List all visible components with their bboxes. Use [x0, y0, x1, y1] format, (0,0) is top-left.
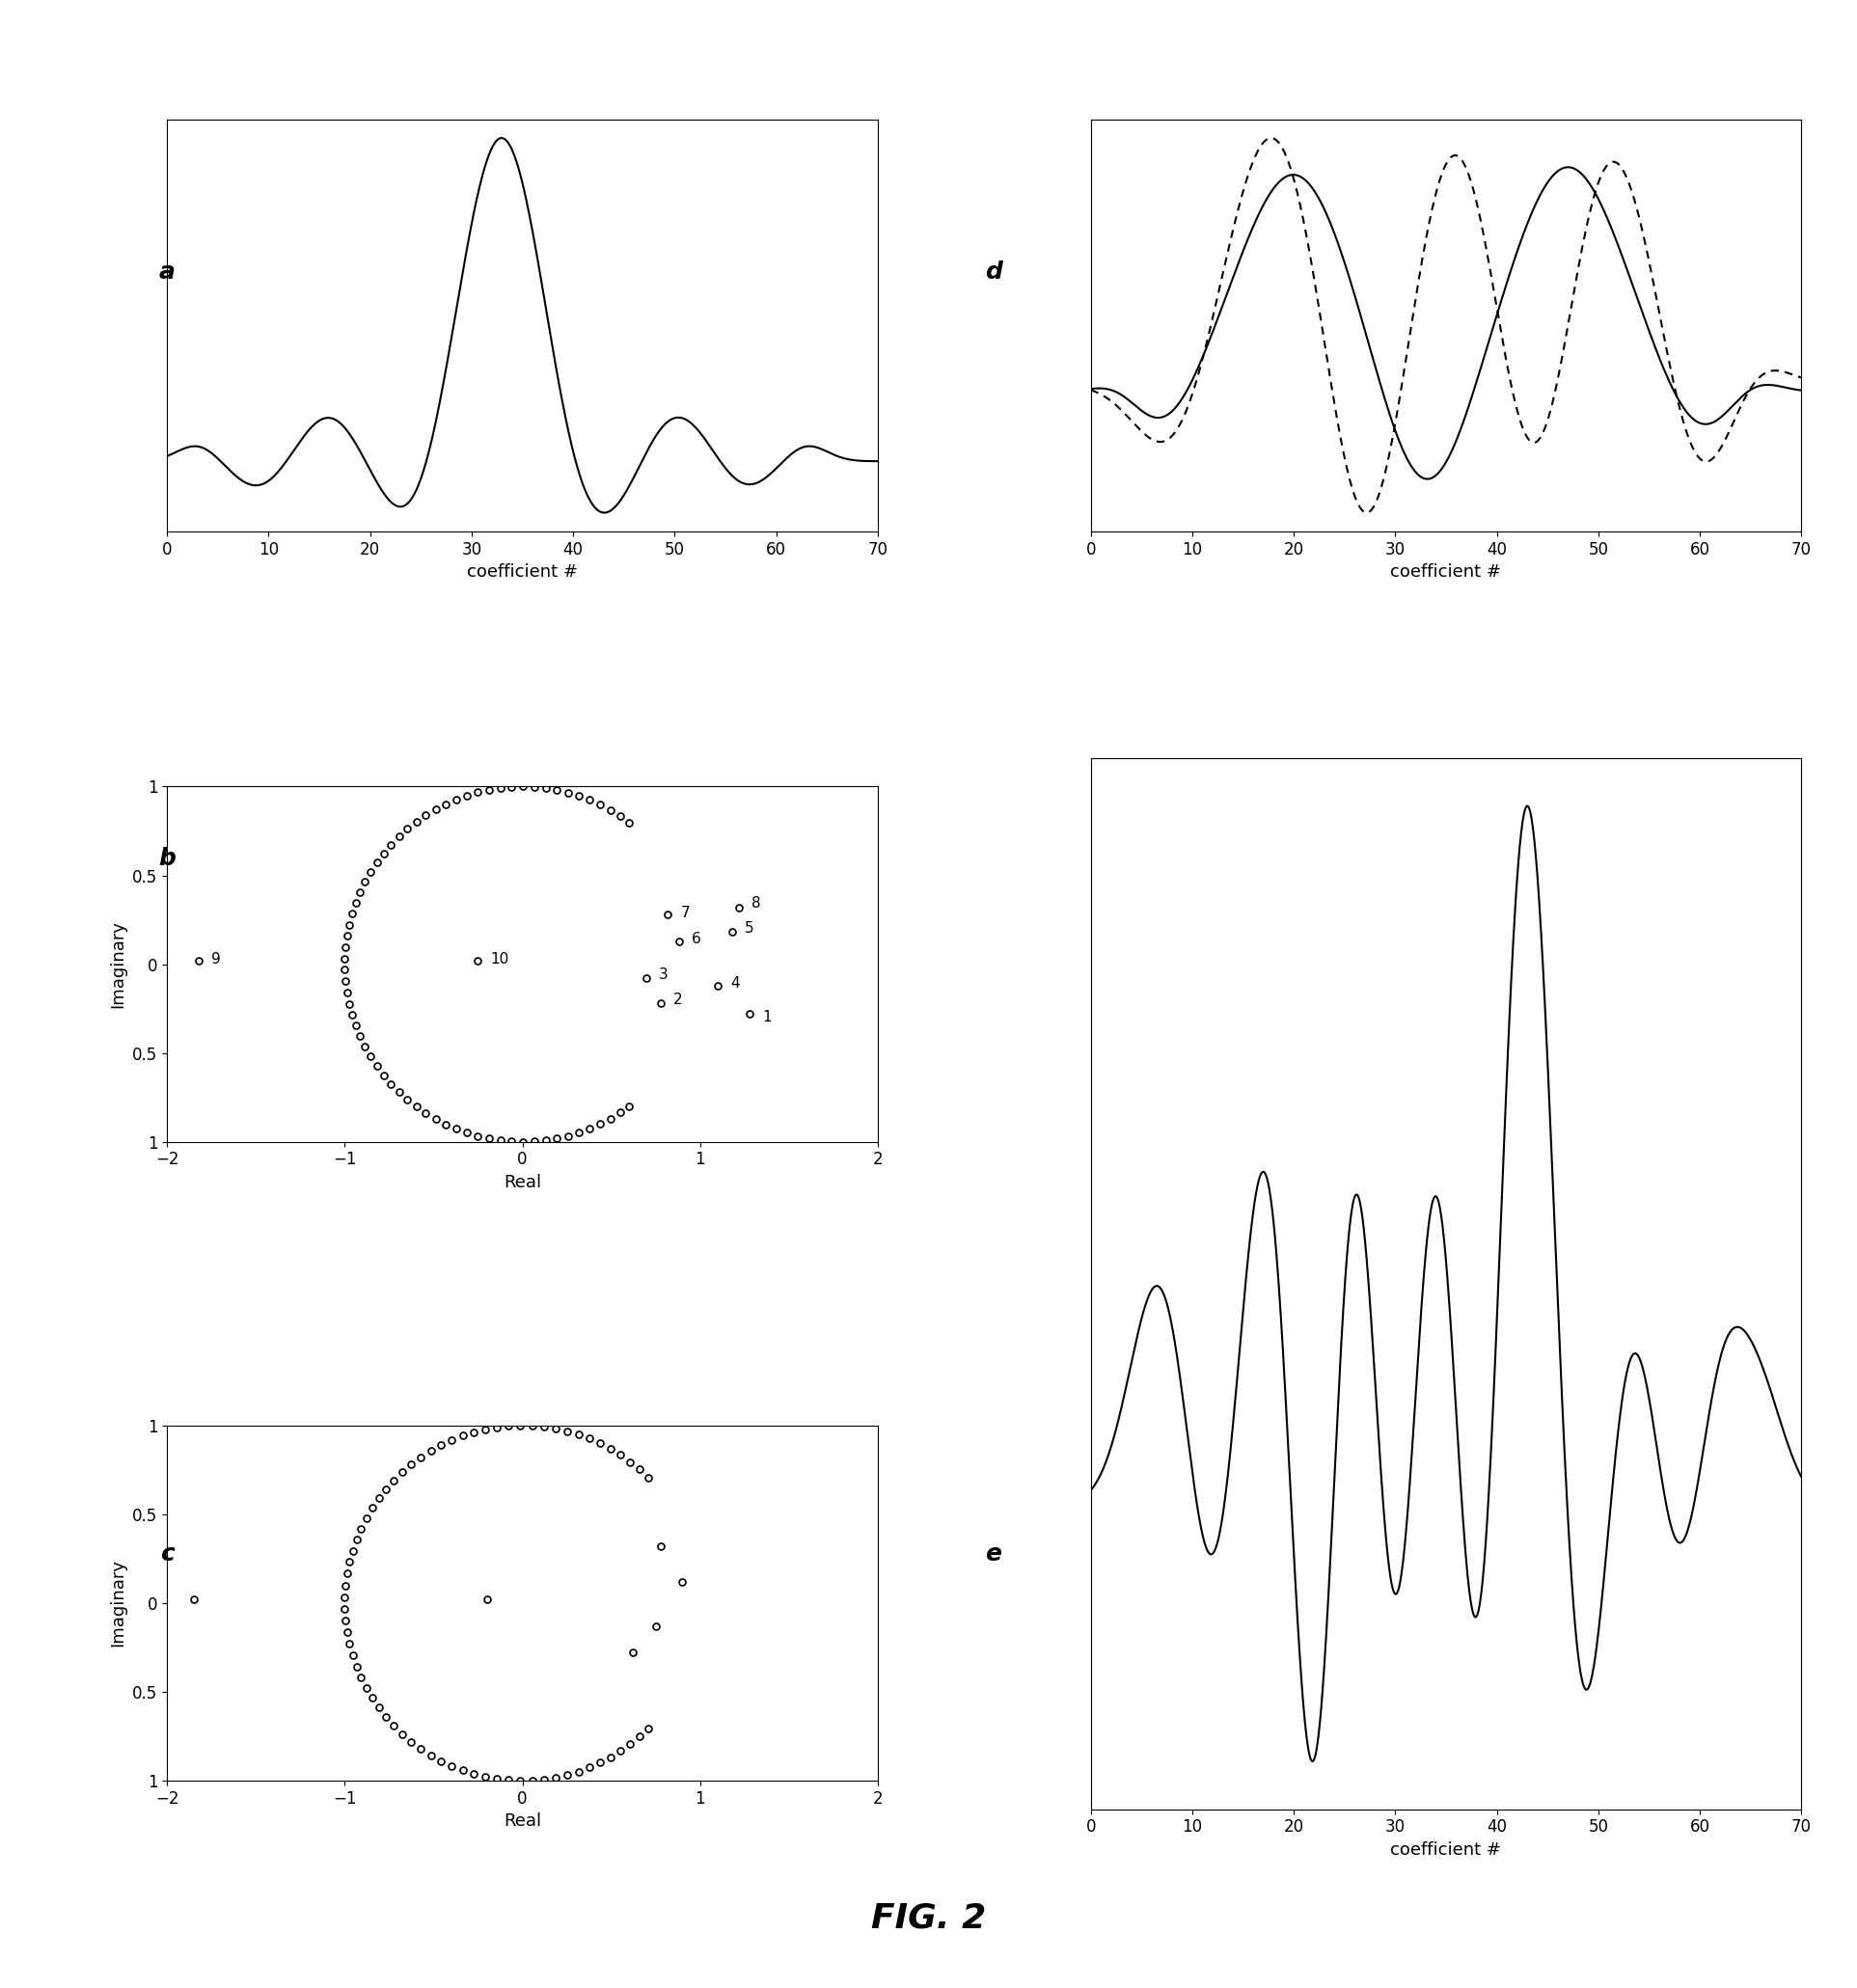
Y-axis label: Imaginary: Imaginary [110, 920, 126, 1008]
Text: 7: 7 [680, 905, 689, 920]
X-axis label: Real: Real [503, 1813, 540, 1831]
Text: a: a [160, 260, 175, 282]
Text: 10: 10 [490, 952, 509, 966]
Text: b: b [158, 847, 176, 869]
Text: 6: 6 [691, 932, 700, 946]
Text: 5: 5 [745, 920, 754, 936]
X-axis label: Real: Real [503, 1173, 540, 1191]
Text: c: c [160, 1543, 175, 1565]
Text: FIG. 2: FIG. 2 [871, 1903, 986, 1934]
Y-axis label: Imaginary: Imaginary [110, 1559, 126, 1646]
Text: d: d [984, 260, 1003, 282]
Text: 9: 9 [212, 952, 221, 966]
Text: e: e [986, 1543, 1001, 1565]
X-axis label: coefficient #: coefficient # [1391, 1841, 1502, 1859]
Text: 8: 8 [752, 897, 761, 911]
Text: 2: 2 [674, 992, 683, 1008]
Text: 3: 3 [659, 968, 669, 982]
X-axis label: coefficient #: coefficient # [466, 563, 578, 580]
X-axis label: coefficient #: coefficient # [1391, 563, 1502, 580]
Text: 4: 4 [730, 976, 739, 990]
Text: 1: 1 [761, 1010, 771, 1024]
